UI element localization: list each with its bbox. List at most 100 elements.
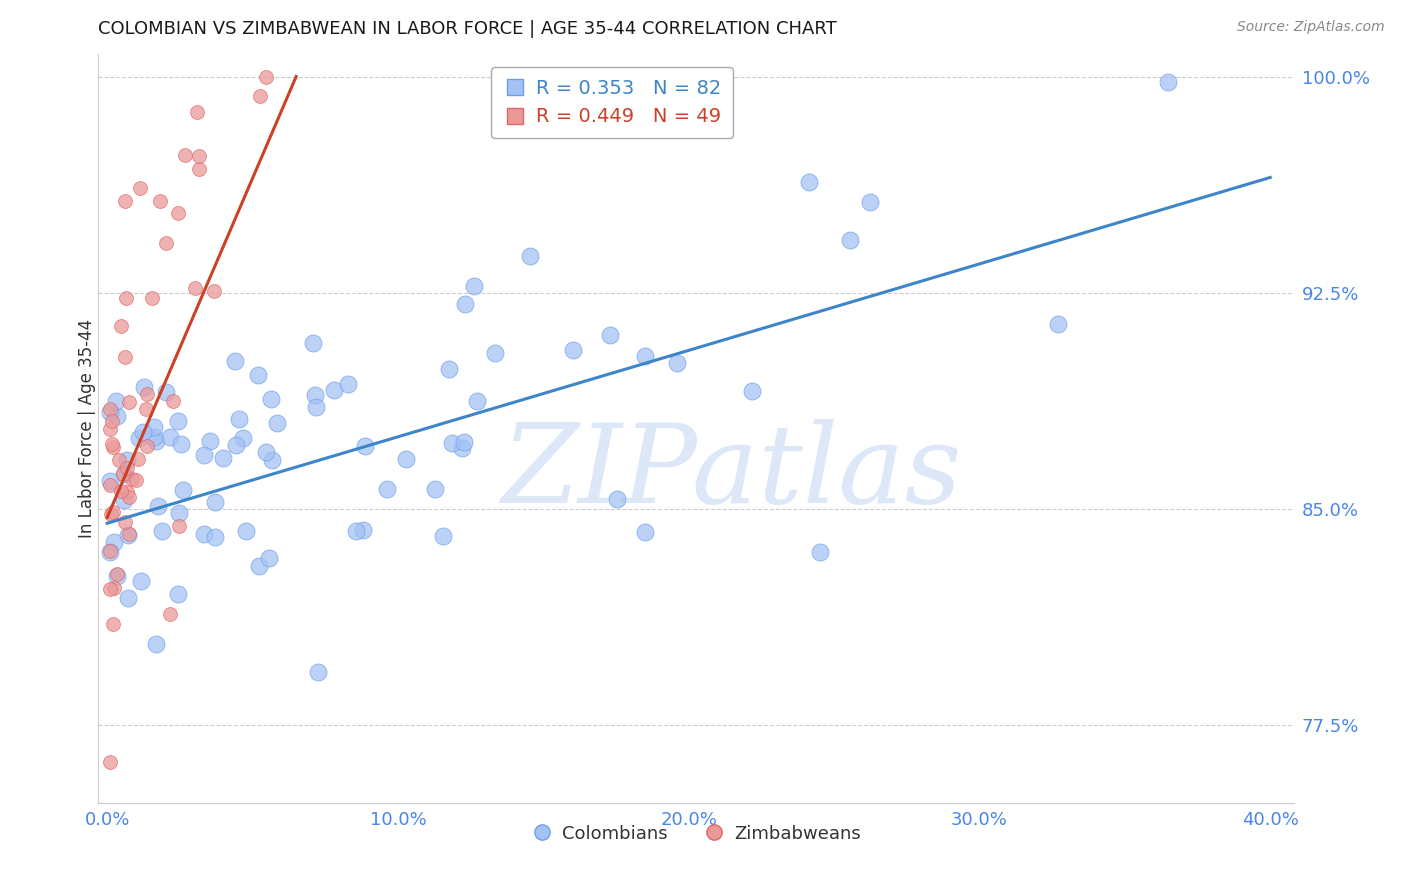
Point (159, 430, 181, 444)
Point (198, 434, 221, 449)
Point (437, 361, 460, 376)
Point (115, 485, 138, 500)
Point (105, 567, 128, 582)
Point (118, 395, 141, 409)
Point (741, 384, 763, 398)
Point (108, 453, 131, 467)
Point (1157, 75, 1180, 89)
Point (193, 526, 215, 541)
Point (146, 499, 169, 513)
Point (103, 582, 125, 596)
Point (304, 388, 326, 402)
Point (235, 524, 257, 538)
Text: ZIPatlas: ZIPatlas (502, 419, 962, 527)
Point (799, 175, 821, 189)
Point (100, 414, 122, 428)
Point (127, 452, 149, 467)
Point (170, 436, 193, 450)
Point (634, 524, 657, 539)
Point (337, 376, 360, 391)
Point (118, 490, 141, 504)
Point (129, 574, 152, 588)
Point (112, 492, 135, 507)
Point (145, 637, 167, 651)
Text: COLOMBIAN VS ZIMBABWEAN IN LABOR FORCE | AGE 35-44 CORRELATION CHART: COLOMBIAN VS ZIMBABWEAN IN LABOR FORCE |… (98, 21, 837, 38)
Point (225, 438, 247, 452)
Point (440, 436, 463, 450)
Point (101, 505, 124, 519)
Point (105, 569, 128, 583)
Point (1046, 318, 1069, 332)
Point (98, 478, 121, 492)
Point (103, 534, 125, 549)
Point (115, 291, 138, 305)
Point (453, 435, 475, 450)
Point (599, 328, 621, 343)
Point (323, 383, 346, 397)
Point (142, 430, 165, 444)
Point (111, 467, 134, 482)
Point (114, 194, 136, 208)
Point (117, 591, 139, 605)
Point (105, 409, 128, 424)
Point (101, 440, 124, 454)
Point (204, 495, 226, 509)
Point (128, 431, 150, 445)
Point (145, 434, 167, 449)
Point (188, 162, 211, 177)
Point (114, 515, 136, 529)
Legend: Colombians, Zimbabweans: Colombians, Zimbabweans (524, 818, 868, 850)
Point (149, 194, 172, 208)
Point (135, 386, 157, 401)
Point (193, 448, 215, 462)
Point (98, 543, 121, 558)
Point (112, 467, 135, 481)
Point (166, 206, 188, 220)
Point (307, 665, 329, 679)
Point (167, 506, 190, 520)
Point (432, 528, 454, 542)
Point (110, 319, 132, 334)
Point (173, 147, 195, 161)
Point (100, 582, 122, 596)
Point (184, 280, 207, 294)
Point (101, 436, 124, 450)
Point (254, 70, 277, 84)
Point (247, 558, 270, 573)
Point (232, 430, 254, 444)
Point (98, 405, 121, 419)
Point (425, 482, 447, 496)
Point (172, 483, 194, 497)
Point (186, 105, 208, 120)
Point (454, 297, 477, 311)
Point (249, 88, 271, 103)
Point (859, 195, 882, 210)
Point (838, 233, 860, 247)
Point (352, 523, 374, 537)
Point (114, 350, 136, 364)
Point (115, 461, 138, 475)
Point (302, 336, 325, 351)
Point (666, 356, 689, 370)
Point (100, 507, 122, 521)
Point (211, 450, 233, 465)
Point (260, 452, 283, 467)
Point (162, 394, 184, 409)
Point (519, 248, 541, 262)
Point (562, 343, 585, 357)
Point (98, 422, 121, 436)
Point (115, 453, 138, 467)
Point (166, 587, 188, 601)
Point (117, 528, 139, 542)
Point (634, 349, 657, 363)
Point (224, 354, 246, 368)
Point (121, 472, 143, 486)
Point (463, 278, 485, 293)
Point (188, 148, 211, 162)
Point (305, 401, 328, 415)
Point (344, 524, 367, 539)
Point (141, 291, 163, 305)
Point (98, 756, 121, 770)
Point (159, 607, 181, 621)
Point (118, 526, 141, 541)
